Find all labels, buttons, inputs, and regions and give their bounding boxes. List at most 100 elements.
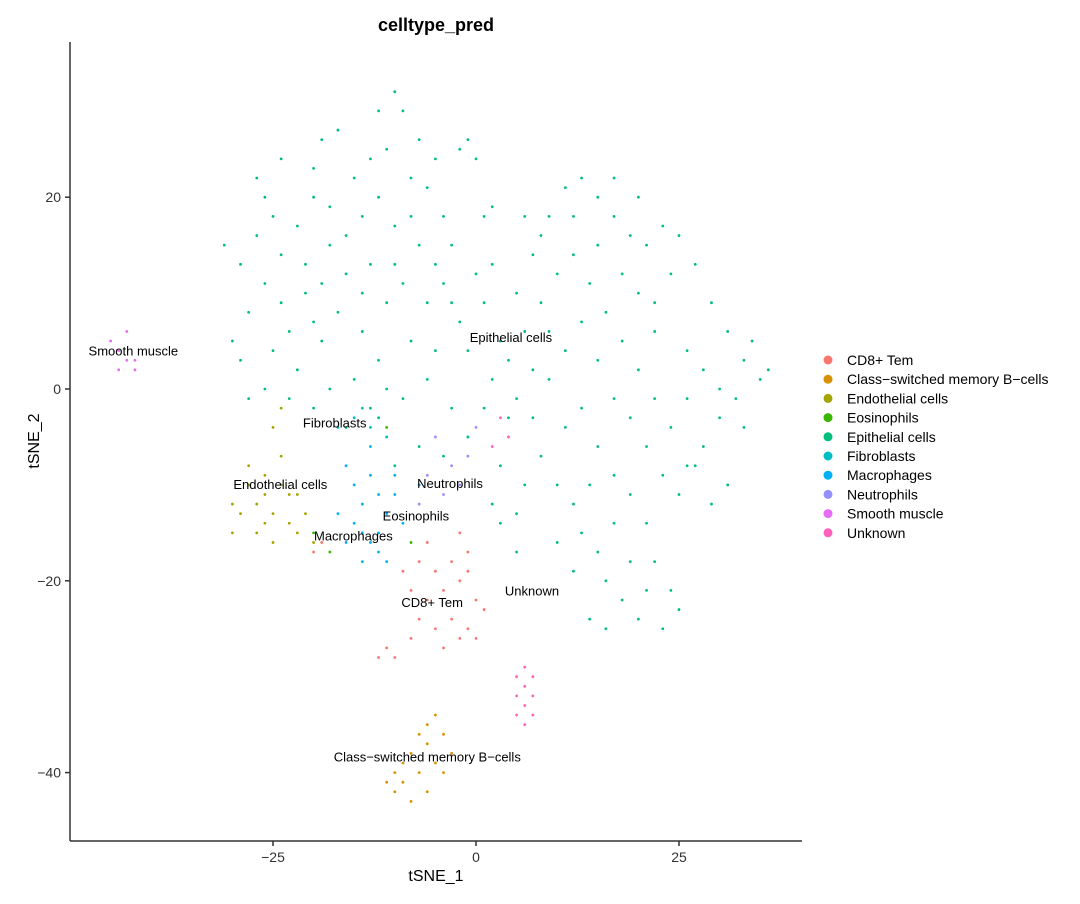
cluster-label: Fibroblasts: [303, 416, 367, 431]
point-epithelial-cells: [312, 167, 315, 170]
point-epithelial-cells: [417, 243, 421, 247]
point-epithelial-cells: [255, 176, 259, 180]
point-unknown: [515, 694, 518, 698]
point-cd8-tem: [442, 588, 445, 592]
point-epithelial-cells: [458, 147, 462, 151]
point-smooth-muscle: [117, 368, 121, 372]
point-unknown: [490, 445, 494, 448]
point-unknown: [515, 675, 518, 679]
point-epithelial-cells: [490, 205, 494, 209]
point-endothelial-cells: [271, 541, 275, 544]
point-macrophages: [393, 473, 397, 477]
point-eosinophils: [385, 425, 389, 429]
legend-swatch: [823, 355, 833, 365]
point-unknown: [531, 675, 535, 679]
point-epithelial-cells: [434, 349, 437, 353]
cluster-label: Endothelial cells: [233, 477, 327, 492]
point-epithelial-cells: [320, 339, 324, 343]
point-endothelial-cells: [279, 483, 283, 487]
point-epithelial-cells: [531, 253, 535, 257]
point-epithelial-cells: [490, 262, 494, 266]
point-unknown: [498, 416, 502, 420]
point-cd8-tem: [482, 608, 486, 611]
point-epithelial-cells: [490, 502, 494, 506]
point-cd8-tem: [409, 588, 413, 592]
point-epithelial-cells: [344, 425, 348, 429]
point-epithelial-cells: [604, 627, 608, 631]
point-epithelial-cells: [336, 310, 340, 314]
point-epithelial-cells: [645, 588, 648, 592]
point-epithelial-cells: [434, 157, 437, 161]
x-tick-label: 25: [671, 849, 687, 865]
point-epithelial-cells: [458, 320, 462, 324]
point-epithelial-cells: [612, 214, 616, 218]
point-epithelial-cells: [328, 243, 332, 247]
point-cd8-tem: [450, 617, 454, 621]
point-epithelial-cells: [304, 291, 307, 295]
point-epithelial-cells: [320, 282, 324, 285]
legend-swatch: [823, 413, 833, 423]
point-smooth-muscle: [125, 358, 129, 362]
point-epithelial-cells: [742, 425, 746, 429]
point-epithelial-cells: [523, 483, 527, 487]
point-endothelial-cells: [255, 531, 259, 535]
point-epithelial-cells: [596, 195, 600, 199]
point-cd8-tem: [474, 598, 478, 602]
point-class-switched-memory-b-cells: [385, 780, 389, 784]
point-epithelial-cells: [377, 109, 380, 113]
point-cd8-tem: [312, 550, 315, 554]
point-eosinophils: [409, 541, 413, 544]
point-epithelial-cells: [295, 368, 299, 372]
point-epithelial-cells: [669, 588, 673, 592]
legend-label: Endothelial cells: [847, 390, 948, 406]
point-epithelial-cells: [588, 617, 592, 621]
point-endothelial-cells: [271, 512, 275, 516]
point-class-switched-memory-b-cells: [401, 761, 405, 765]
point-smooth-muscle: [133, 368, 137, 372]
point-class-switched-memory-b-cells: [393, 771, 397, 774]
point-epithelial-cells: [693, 262, 697, 266]
point-epithelial-cells: [531, 368, 535, 372]
x-tick-label: −25: [261, 849, 285, 865]
point-eosinophils: [328, 550, 332, 554]
point-epithelial-cells: [612, 397, 616, 400]
point-epithelial-cells: [271, 349, 275, 353]
point-neutrophils: [425, 473, 429, 477]
point-epithelial-cells: [255, 234, 259, 237]
point-epithelial-cells: [482, 214, 486, 218]
point-epithelial-cells: [596, 243, 600, 247]
point-unknown: [531, 694, 535, 698]
point-macrophages: [369, 445, 372, 448]
cluster-labels: Smooth muscle Epithelial cells Fibroblasts…: [89, 330, 560, 764]
point-epithelial-cells: [312, 406, 315, 410]
point-epithelial-cells: [620, 272, 624, 276]
point-epithelial-cells: [328, 387, 332, 391]
point-epithelial-cells: [515, 291, 518, 295]
point-cd8-tem: [320, 541, 324, 544]
point-class-switched-memory-b-cells: [409, 799, 413, 803]
legend-label: Epithelial cells: [847, 429, 936, 445]
legend-swatch: [823, 374, 833, 384]
point-epithelial-cells: [304, 262, 307, 266]
point-epithelial-cells: [539, 234, 543, 237]
point-epithelial-cells: [369, 262, 372, 266]
point-endothelial-cells: [304, 512, 307, 516]
point-epithelial-cells: [515, 550, 518, 554]
point-fibroblasts: [336, 425, 340, 429]
point-epithelial-cells: [498, 464, 502, 468]
point-macrophages: [377, 531, 380, 535]
point-endothelial-cells: [231, 531, 234, 535]
point-smooth-muscle: [117, 349, 121, 353]
point-endothelial-cells: [312, 541, 315, 544]
point-epithelial-cells: [628, 493, 632, 496]
point-endothelial-cells: [279, 406, 283, 410]
point-cd8-tem: [474, 636, 478, 640]
point-cd8-tem: [458, 531, 462, 535]
point-cd8-tem: [466, 569, 470, 573]
y-tick-label: −20: [37, 573, 61, 589]
point-epithelial-cells: [758, 378, 762, 381]
legend-swatch: [823, 393, 833, 403]
point-fibroblasts: [385, 435, 389, 439]
point-epithelial-cells: [295, 224, 299, 228]
point-epithelial-cells: [701, 445, 705, 448]
